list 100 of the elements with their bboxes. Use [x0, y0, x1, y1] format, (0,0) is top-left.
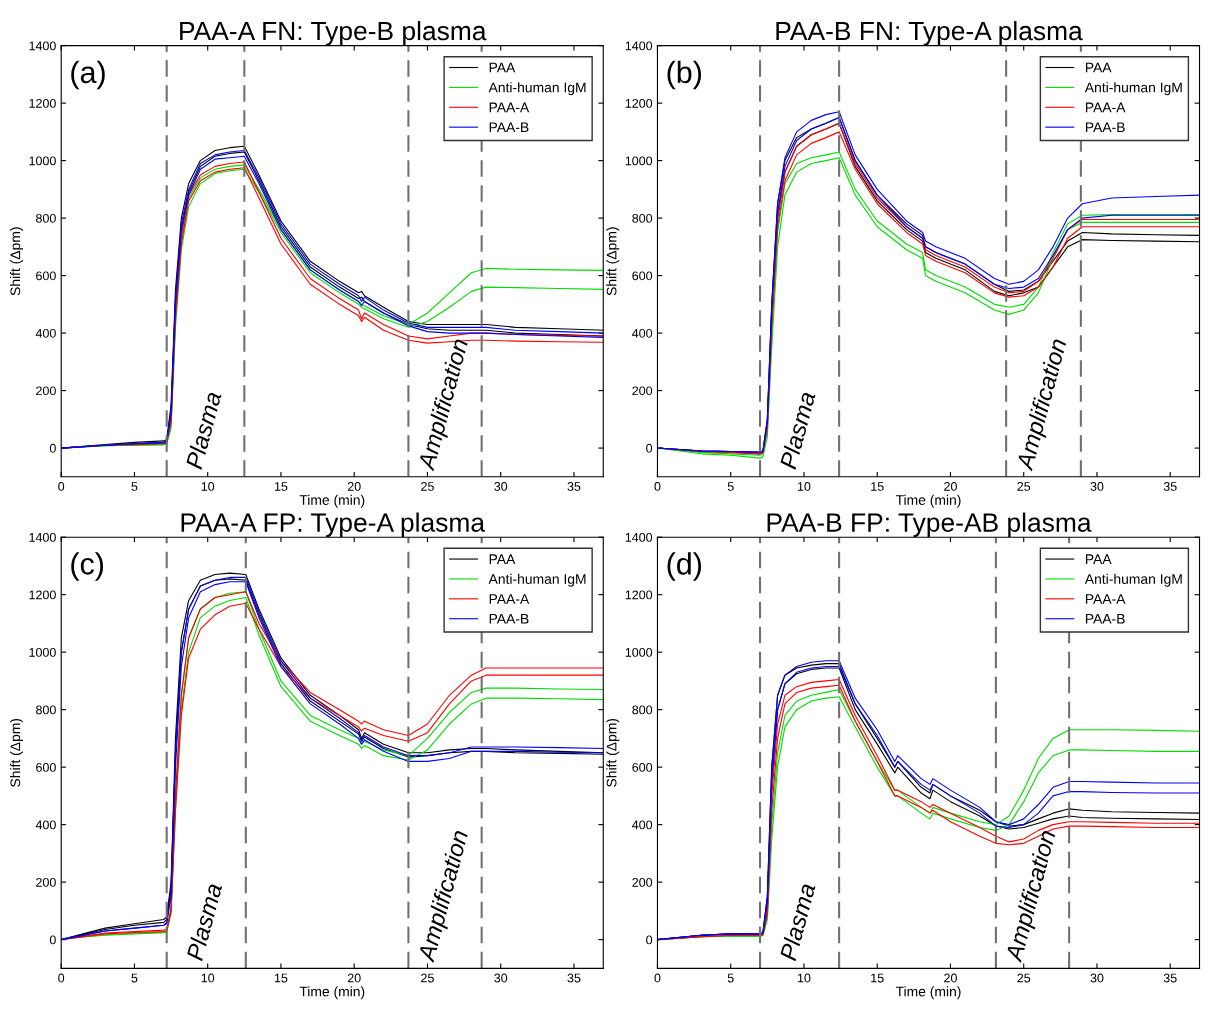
y-tick-label: 200 — [36, 877, 56, 887]
x-tick-label: 5 — [727, 973, 734, 983]
y-axis-title: Shift (Δpm) — [10, 718, 23, 787]
chart-title: PAA-A FN: Type-B plasma — [180, 20, 487, 46]
y-tick-label: 800 — [632, 705, 653, 715]
y-tick-label: 1000 — [29, 156, 56, 166]
y-tick-label: 1000 — [29, 647, 56, 657]
legend-label: Anti-human IgM — [1084, 82, 1182, 96]
x-tick-label: 0 — [58, 482, 65, 491]
x-axis-title: Time (min) — [299, 986, 365, 1000]
legend-label: PAA-A — [489, 102, 530, 113]
x-tick-label: 20 — [347, 482, 361, 491]
y-tick-label: 400 — [35, 328, 56, 338]
y-axis-title: Shift (Δpm) — [606, 718, 620, 787]
x-tick-label: 30 — [1090, 973, 1104, 983]
y-tick-label: 1400 — [625, 532, 653, 542]
x-tick-label: 15 — [871, 482, 884, 491]
x-tick-label: 30 — [494, 482, 508, 491]
legend-label: PAA-B — [489, 122, 529, 133]
y-tick-label: 1400 — [29, 532, 56, 542]
x-tick-label: 5 — [727, 482, 734, 491]
y-tick-label: 1200 — [625, 98, 653, 108]
x-tick-label: 35 — [1163, 973, 1177, 983]
legend-label: PAA — [489, 62, 516, 73]
x-tick-label: 10 — [201, 482, 215, 491]
annotation: Plasma — [778, 390, 816, 470]
x-tick-label: 20 — [347, 973, 361, 983]
x-tick-label: 35 — [567, 973, 581, 983]
y-tick-label: 1000 — [625, 647, 653, 657]
legend-label: PAA-B — [489, 614, 529, 624]
x-tick-label: 5 — [131, 482, 138, 491]
x-tick-label: 5 — [131, 973, 138, 983]
x-tick-label: 25 — [1017, 482, 1031, 491]
y-tick-label: 1000 — [625, 156, 653, 166]
y-tick-label: 0 — [49, 935, 56, 945]
legend-label: Anti-human IgM — [488, 573, 586, 587]
y-tick-label: 400 — [35, 820, 56, 830]
annotation: (c) — [71, 552, 104, 581]
y-tick-label: 1200 — [29, 590, 56, 600]
y-tick-label: 0 — [49, 443, 56, 453]
x-tick-label: 10 — [797, 973, 811, 983]
y-tick-label: 1400 — [625, 41, 653, 51]
y-tick-label: 400 — [632, 328, 653, 338]
legend-label: PAA-A — [489, 594, 530, 604]
legend-label: PAA — [1085, 62, 1112, 73]
y-tick-label: 0 — [646, 935, 653, 945]
legend-label: PAA-A — [1085, 594, 1126, 604]
legend-label: PAA-B — [1085, 122, 1125, 133]
annotation: (b) — [667, 60, 702, 90]
y-tick-label: 800 — [36, 705, 56, 715]
legend-label: Anti-human IgM — [1084, 573, 1182, 587]
y-tick-label: 800 — [36, 213, 56, 223]
x-axis-title: Time (min) — [895, 494, 961, 508]
x-axis-title: Time (min) — [895, 986, 961, 1000]
x-tick-label: 35 — [567, 482, 581, 491]
y-tick-label: 200 — [632, 877, 653, 887]
x-tick-label: 15 — [871, 973, 884, 983]
y-axis-title: Shift (Δpm) — [10, 227, 23, 296]
y-tick-label: 1200 — [29, 98, 56, 108]
y-axis-title: Shift (Δpm) — [606, 227, 620, 296]
y-tick-label: 600 — [36, 271, 56, 281]
x-tick-label: 15 — [274, 482, 288, 491]
x-tick-label: 25 — [1017, 973, 1031, 983]
y-tick-label: 400 — [632, 820, 653, 830]
y-tick-label: 1200 — [625, 590, 653, 600]
x-tick-label: 10 — [201, 973, 215, 983]
x-tick-label: 35 — [1163, 482, 1177, 491]
chart-title: PAA-B FN: Type-A plasma — [776, 20, 1083, 46]
x-tick-label: 25 — [421, 973, 434, 983]
annotation: Plasma — [184, 390, 222, 470]
chart-title: PAA-A FP: Type-A plasma — [181, 512, 486, 538]
annotation: (d) — [667, 552, 702, 581]
y-tick-label: 600 — [632, 271, 653, 281]
legend-label: PAA — [1085, 554, 1112, 564]
y-tick-label: 200 — [632, 386, 653, 396]
y-tick-label: 200 — [36, 386, 56, 396]
y-tick-label: 600 — [632, 762, 653, 772]
y-tick-label: 600 — [36, 762, 56, 772]
annotation: Plasma — [778, 882, 816, 962]
x-tick-label: 30 — [494, 973, 508, 983]
x-tick-label: 20 — [944, 973, 957, 983]
x-tick-label: 10 — [797, 482, 811, 491]
legend-label: Anti-human IgM — [488, 82, 586, 96]
chart-title: PAA-B FP: Type-AB plasma — [767, 512, 1092, 538]
x-tick-label: 0 — [58, 973, 65, 983]
annotation: (a) — [71, 60, 105, 90]
y-tick-label: 1400 — [29, 41, 56, 51]
annotation: Plasma — [185, 882, 223, 962]
x-tick-label: 30 — [1090, 482, 1104, 491]
x-tick-label: 0 — [654, 973, 661, 983]
x-axis-title: Time (min) — [299, 494, 365, 508]
x-tick-label: 25 — [421, 482, 434, 491]
x-tick-label: 20 — [944, 482, 957, 491]
legend-label: PAA — [489, 554, 516, 564]
y-tick-label: 800 — [632, 213, 653, 223]
x-tick-label: 15 — [274, 973, 288, 983]
y-tick-label: 0 — [646, 443, 653, 453]
legend-label: PAA-B — [1085, 614, 1125, 624]
legend-label: PAA-A — [1085, 102, 1126, 113]
x-tick-label: 0 — [654, 482, 661, 491]
